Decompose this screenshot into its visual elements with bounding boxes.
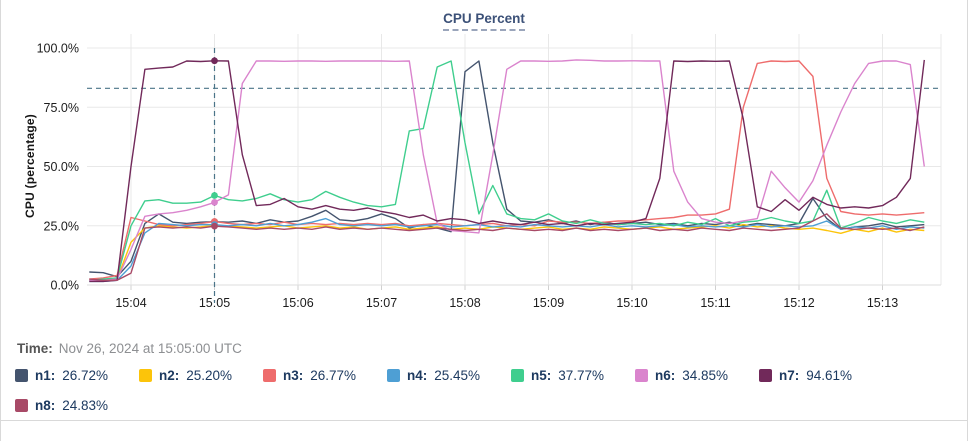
- legend-item-n1[interactable]: n1: 26.72%: [15, 368, 139, 383]
- series-marker-n6: [211, 199, 218, 206]
- legend-item-n3[interactable]: n3: 26.77%: [263, 368, 387, 383]
- series-line-n4[interactable]: [89, 217, 925, 283]
- chart-title-row: CPU Percent: [1, 10, 967, 31]
- x-tick-label: 15:10: [616, 296, 647, 310]
- x-tick-label: 15:11: [700, 296, 730, 310]
- legend-swatch-n5: [511, 369, 524, 382]
- y-tick-label: 75.0%: [44, 101, 79, 115]
- legend-item-n7[interactable]: n7: 94.61%: [759, 368, 883, 383]
- series-marker-n8: [211, 222, 218, 230]
- series-marker-n5: [211, 192, 218, 199]
- chart-legend: n1: 26.72% n2: 25.20% n3: 26.77% n4: 25.45% n5: 3…: [15, 368, 955, 413]
- cpu-line-chart[interactable]: CPU (percentage) 0.0% 25.0% 50.0% 75.0% 100.…: [1, 0, 968, 320]
- legend-value-n6: 34.85%: [682, 368, 729, 383]
- legend-item-n8[interactable]: n8: 24.83%: [15, 398, 139, 413]
- legend-swatch-n8: [15, 399, 28, 412]
- series-line-n5[interactable]: [89, 60, 925, 281]
- legend-value-n7: 94.61%: [806, 368, 853, 383]
- x-tick-label: 15:06: [282, 296, 313, 310]
- legend-item-n6[interactable]: n6: 34.85%: [635, 368, 759, 383]
- y-tick-label: 50.0%: [44, 160, 79, 174]
- series-line-n8[interactable]: [89, 213, 925, 281]
- y-tick-label: 100.0%: [37, 42, 79, 56]
- legend-value-n2: 25.20%: [186, 368, 233, 383]
- legend-item-n5[interactable]: n5: 37.77%: [511, 368, 635, 383]
- legend-swatch-n4: [387, 369, 400, 382]
- legend-label-n4: n4:: [407, 368, 428, 383]
- time-value: Nov 26, 2024 at 15:05:00 UTC: [58, 341, 242, 356]
- series-line-n6[interactable]: [89, 59, 925, 281]
- legend-swatch-n2: [139, 369, 152, 382]
- legend-label-n8: n8:: [35, 398, 56, 413]
- legend-swatch-n1: [15, 369, 28, 382]
- legend-value-n3: 26.77%: [310, 368, 357, 383]
- legend-label-n3: n3:: [283, 368, 304, 383]
- series-line-n7[interactable]: [89, 59, 925, 283]
- x-tick-label: 15:04: [115, 296, 146, 310]
- legend-value-n1: 26.72%: [62, 368, 109, 383]
- legend-value-n5: 37.77%: [558, 368, 605, 383]
- legend-label-n2: n2:: [159, 368, 180, 383]
- legend-swatch-n6: [635, 369, 648, 382]
- legend-label-n5: n5:: [531, 368, 552, 383]
- legend-value-n4: 25.45%: [434, 368, 481, 383]
- y-tick-label: 0.0%: [51, 279, 80, 293]
- x-tick-label: 15:12: [783, 296, 814, 310]
- chart-title[interactable]: CPU Percent: [443, 11, 525, 31]
- x-tick-label: 15:13: [867, 296, 898, 310]
- legend-item-n4[interactable]: n4: 25.45%: [387, 368, 511, 383]
- legend-item-n2[interactable]: n2: 25.20%: [139, 368, 263, 383]
- y-tick-label: 25.0%: [44, 219, 79, 233]
- x-tick-label: 15:08: [449, 296, 480, 310]
- bottom-divider: [1, 420, 967, 421]
- time-label: Time:: [17, 341, 53, 356]
- legend-label-n7: n7:: [779, 368, 800, 383]
- x-tick-label: 15:09: [533, 296, 564, 310]
- legend-swatch-n3: [263, 369, 276, 382]
- legend-value-n8: 24.83%: [62, 398, 109, 413]
- legend-label-n6: n6:: [655, 368, 676, 383]
- cursor-time-readout: Time: Nov 26, 2024 at 15:05:00 UTC: [17, 341, 242, 356]
- x-tick-label: 15:07: [366, 296, 397, 310]
- legend-label-n1: n1:: [35, 368, 56, 383]
- y-axis-title: CPU (percentage): [23, 114, 37, 218]
- series-marker-n7: [211, 57, 218, 65]
- legend-swatch-n7: [759, 369, 772, 382]
- chart-canvas[interactable]: 0.0%25.0%50.0%75.0%100.0%15:04 15:05 15:06…: [1, 0, 968, 320]
